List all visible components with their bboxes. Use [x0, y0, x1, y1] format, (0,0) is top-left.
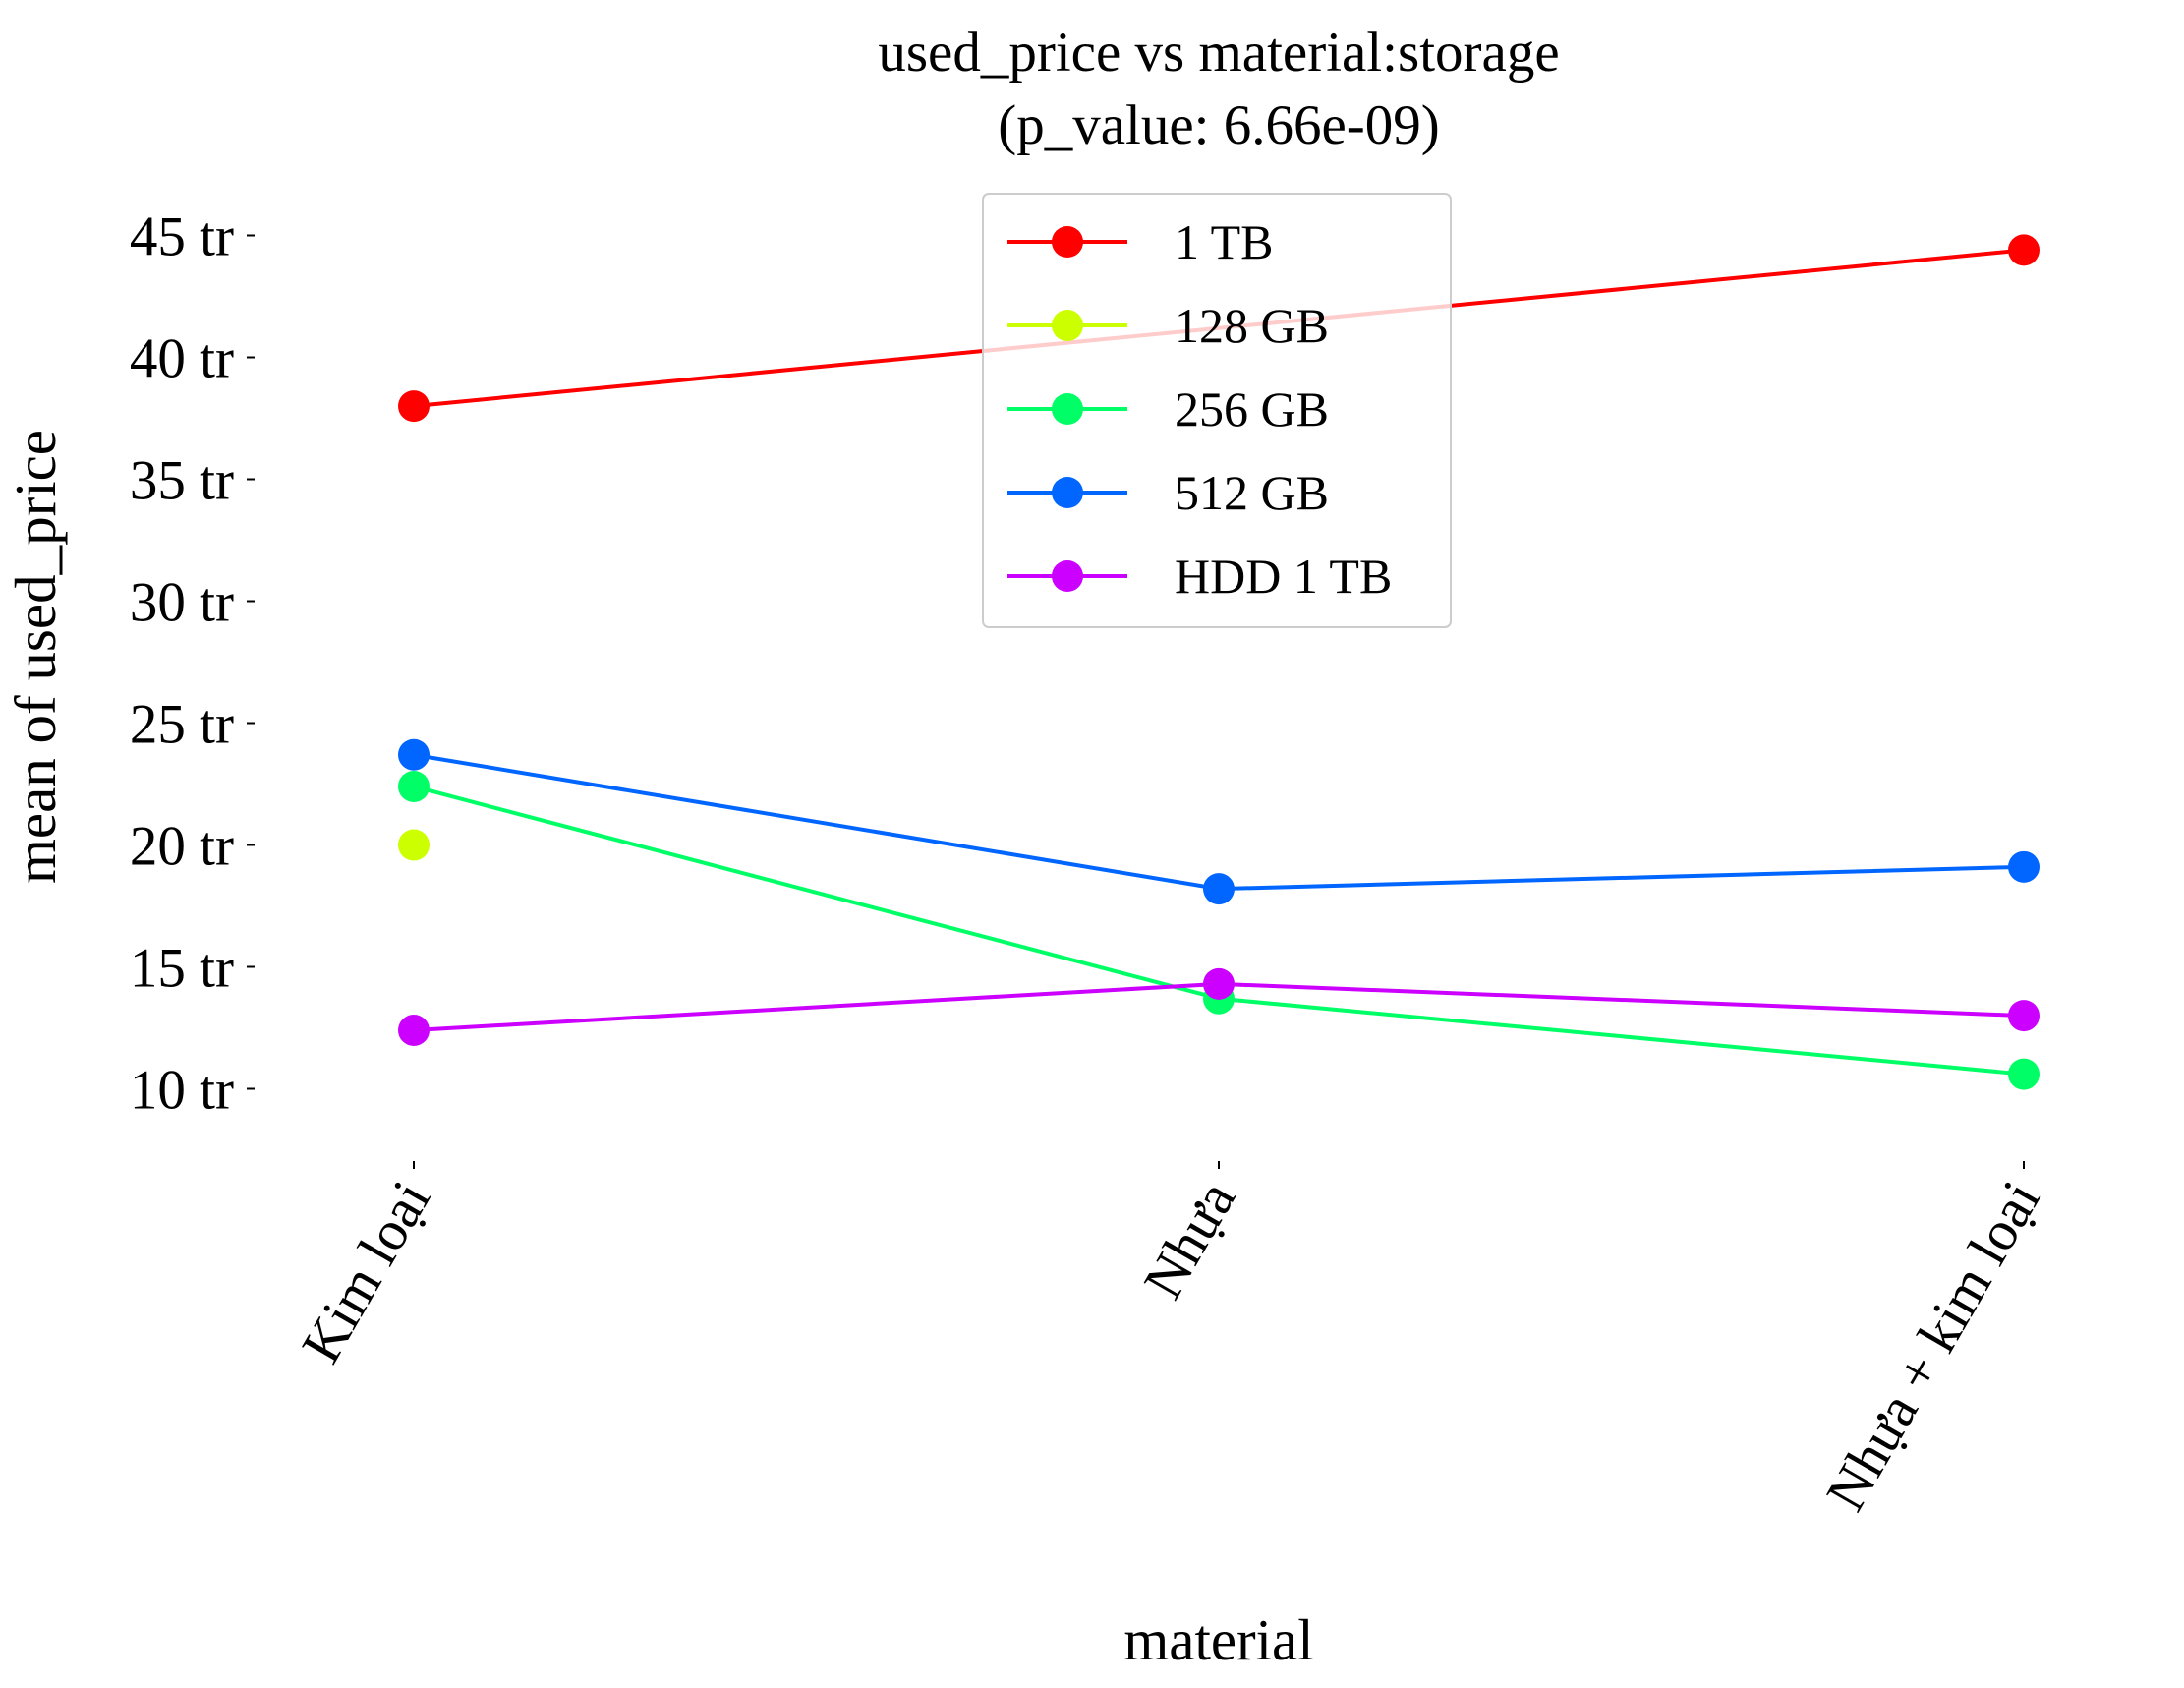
- legend-label: 1 TB: [1175, 214, 1274, 269]
- series-line-3: [413, 752, 2025, 892]
- legend-label: HDD 1 TB: [1175, 549, 1392, 604]
- legend-marker: [1052, 310, 1083, 341]
- data-point: [398, 1014, 430, 1046]
- x-axis-label: material: [1123, 1607, 1313, 1672]
- y-tick-label: 40 tr: [130, 328, 234, 390]
- y-tick-label: 15 tr: [130, 938, 234, 1000]
- legend: 1 TB 128 GB 256 GB 512 GB HDD 1 TB: [982, 193, 1452, 628]
- y-tick-label: 25 tr: [130, 694, 234, 756]
- y-tick-label: 20 tr: [130, 816, 234, 878]
- y-tick-label: 10 tr: [130, 1060, 234, 1122]
- y-axis: 10 tr 15 tr 20 tr 25 tr 30 tr 35 tr 40 tr 45 tr: [130, 206, 255, 1122]
- chart-subtitle: (p_value: 6.66e-09): [998, 94, 1440, 156]
- y-axis-label: mean of used_price: [3, 430, 68, 884]
- data-point: [2008, 1058, 2040, 1090]
- y-tick-label: 35 tr: [130, 450, 234, 512]
- series-line-2: [413, 785, 2025, 1077]
- legend-label: 256 GB: [1175, 381, 1329, 437]
- data-point: [1203, 873, 1235, 905]
- chart-title: used_price vs material:storage: [878, 22, 1559, 84]
- x-tick-label: Nhựa + kim loại: [1814, 1171, 2052, 1521]
- data-point: [2008, 1000, 2040, 1032]
- y-tick-label: 45 tr: [130, 206, 234, 268]
- legend-marker: [1052, 226, 1083, 258]
- x-tick-label: Nhựa: [1132, 1171, 1247, 1309]
- series-points: [398, 234, 2040, 1090]
- data-point: [2008, 234, 2040, 266]
- data-point: [398, 829, 430, 861]
- legend-label: 512 GB: [1175, 465, 1329, 520]
- legend-marker: [1052, 477, 1083, 508]
- legend-label: 128 GB: [1175, 298, 1329, 353]
- legend-marker: [1052, 560, 1083, 592]
- data-point: [2008, 850, 2040, 883]
- y-tick-label: 30 tr: [130, 572, 234, 634]
- data-point: [1203, 967, 1235, 1000]
- data-point: [398, 770, 430, 802]
- x-tick-label: Kim loại: [290, 1171, 442, 1373]
- legend-marker: [1052, 393, 1083, 425]
- data-point: [398, 390, 430, 423]
- legend-frame: [982, 193, 1452, 628]
- x-axis: Kim loại Nhựa Nhựa + kim loại: [290, 1161, 2052, 1521]
- data-point: [398, 738, 430, 771]
